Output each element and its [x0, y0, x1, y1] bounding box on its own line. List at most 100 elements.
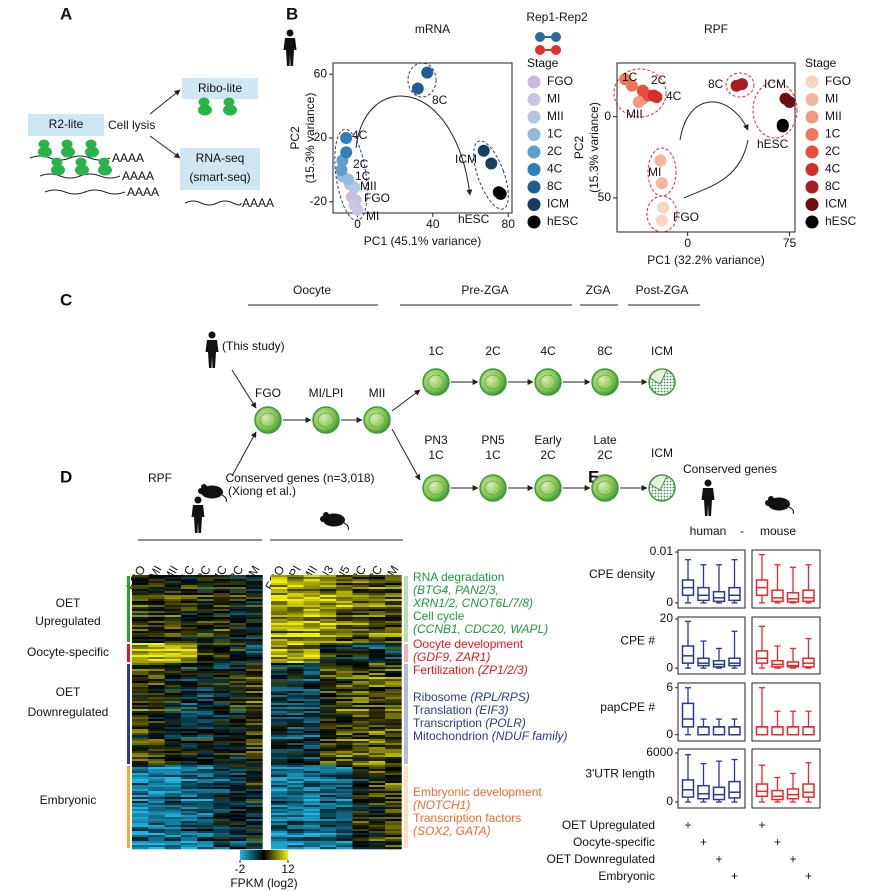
heatmap-cell: [180, 647, 198, 650]
heatmap-cell: [180, 845, 198, 848]
heatmap-cell: [303, 675, 321, 678]
heatmap-cell: [368, 845, 386, 848]
heatmap-cell: [303, 725, 321, 728]
heatmap-cell: [319, 669, 337, 672]
heatmap-cell: [303, 605, 321, 608]
legend-title: Stage: [527, 56, 559, 70]
heatmap-cell: [352, 747, 370, 750]
heatmap-cell: [180, 765, 198, 768]
heatmap-cell: [132, 579, 149, 582]
heatmap-cell: [164, 699, 182, 702]
heatmap-cell: [246, 763, 263, 766]
heatmap-cell: [197, 639, 214, 642]
plot-frame: [677, 682, 746, 742]
heatmap-cell: [246, 819, 263, 822]
heatmap-cell: [246, 689, 263, 692]
heatmap-cell: [385, 587, 402, 590]
heatmap-cell: [319, 673, 337, 676]
heatmap-cell: [148, 757, 165, 760]
heatmap-cell: [271, 737, 288, 740]
heatmap-cell: [132, 585, 149, 588]
heatmap-cell: [246, 713, 263, 716]
legend-swatch: [805, 110, 819, 124]
heatmap-cell: [336, 655, 353, 658]
heatmap-cell: [352, 607, 370, 610]
plot-frame: [751, 616, 821, 675]
heatmap-cell: [197, 591, 214, 594]
heatmap-cell: [368, 611, 386, 614]
heatmap-cell: [352, 813, 370, 816]
heatmap-cell: [319, 603, 337, 606]
heatmap-cell: [132, 637, 149, 640]
heatmap-cell: [164, 813, 182, 816]
heatmap-cell: [132, 685, 149, 688]
heatmap-cell: [246, 575, 263, 578]
heatmap-cell: [180, 673, 198, 676]
group-mark: +: [731, 869, 738, 883]
heatmap-cell: [148, 701, 165, 704]
heatmap-cell: [180, 743, 198, 746]
mouse-icon: [764, 495, 794, 515]
heatmap-cell: [132, 751, 149, 754]
heatmap-cell: [271, 717, 288, 720]
heatmap-cell: [132, 669, 149, 672]
heatmap-cell: [336, 715, 353, 718]
cell-inner: [427, 374, 445, 390]
heatmap-cell: [229, 683, 247, 686]
heatmap-cell: [287, 717, 304, 720]
heatmap-cell: [197, 647, 214, 650]
heatmap-cell: [197, 763, 214, 766]
heatmap-cell: [271, 761, 288, 764]
heatmap-cell: [213, 627, 231, 630]
stage-label: 8C: [597, 344, 613, 358]
heatmap-cell: [246, 663, 263, 666]
x-tick-label: 40: [426, 217, 440, 231]
heatmap-cell: [352, 619, 370, 622]
heatmap-cell: [164, 575, 182, 578]
heatmap-cell: [197, 795, 214, 798]
heatmap-cell: [246, 737, 263, 740]
heatmap-cell: [148, 615, 165, 618]
heatmap-cell: [180, 597, 198, 600]
heatmap-cell: [287, 789, 304, 792]
heatmap-cell: [352, 783, 370, 786]
heatmap-cell: [164, 735, 182, 738]
heatmap-cell: [385, 735, 402, 738]
heatmap-cell: [132, 603, 149, 606]
annotation: RNA degradation: [413, 570, 504, 584]
heatmap-cell: [148, 731, 165, 734]
heatmap-cell: [303, 747, 321, 750]
heatmap-cell: [197, 801, 214, 804]
heatmap-cell: [197, 729, 214, 732]
heatmap-cell: [164, 637, 182, 640]
heatmap-cell: [385, 833, 402, 836]
point: [340, 146, 353, 159]
heatmap-cell: [229, 711, 247, 714]
heatmap-cell: [368, 585, 386, 588]
heatmap-cell: [319, 589, 337, 592]
heatmap-cell: [287, 803, 304, 806]
heatmap-cell: [271, 813, 288, 816]
heatmap-cell: [303, 803, 321, 806]
heatmap-cell: [213, 615, 231, 618]
point-label: 2C: [651, 73, 667, 87]
point: [736, 78, 749, 91]
heatmap-cell: [303, 743, 321, 746]
heatmap-cell: [319, 729, 337, 732]
heatmap-cell: [271, 841, 288, 844]
heatmap-cell: [164, 659, 182, 662]
heatmap-cell: [148, 815, 165, 818]
heatmap-cell: [352, 739, 370, 742]
annotation: (CCNB1, CDC20, WAPL): [413, 622, 548, 636]
heatmap-cell: [319, 829, 337, 832]
heatmap-cell: [229, 583, 247, 586]
heatmap-cell: [213, 841, 231, 844]
heatmap-cell: [287, 653, 304, 656]
heatmap-cell: [352, 825, 370, 828]
heatmap-cell: [368, 797, 386, 800]
heatmap-cell: [368, 747, 386, 750]
arrow: [149, 135, 181, 159]
heatmap-cell: [180, 703, 198, 706]
heatmap-cell: [246, 793, 263, 796]
heatmap-cell: [368, 737, 386, 740]
